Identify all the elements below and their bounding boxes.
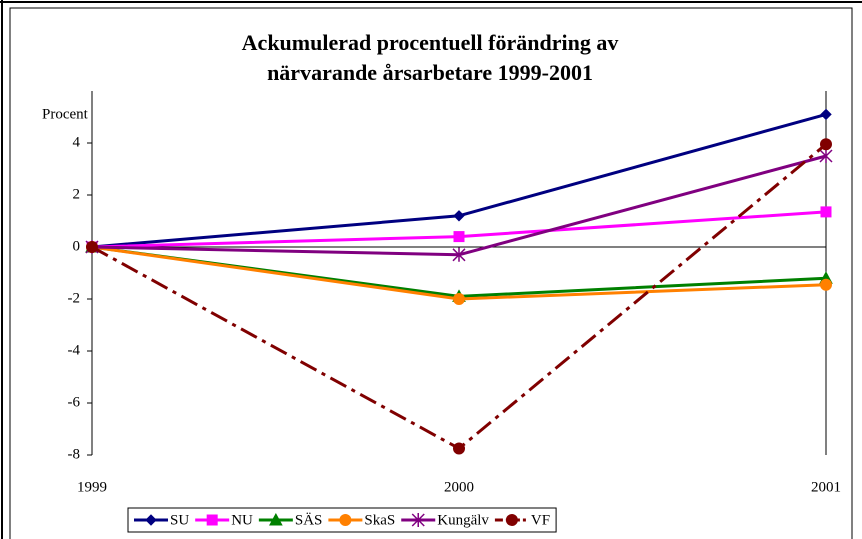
marker: [145, 514, 157, 526]
marker: [505, 514, 518, 526]
x-tick-label: 1999: [77, 479, 107, 495]
y-tick-label: 2: [73, 186, 81, 202]
marker: [453, 210, 465, 222]
chart-frame: [9, 7, 853, 539]
x-tick-label: 2001: [811, 479, 841, 495]
y-tick-label: -8: [68, 446, 81, 462]
marker: [452, 247, 466, 262]
legend-label: SÄS: [295, 511, 323, 528]
marker: [820, 138, 832, 151]
marker: [819, 149, 833, 163]
legend-label: Kungälv: [437, 512, 489, 528]
marker: [339, 514, 352, 526]
marker: [820, 108, 832, 121]
marker: [206, 514, 218, 526]
legend-label: SU: [170, 512, 189, 528]
marker: [453, 293, 465, 305]
chart-title: Ackumulerad procentuell förändring av: [242, 30, 619, 55]
legend-label: SkaS: [364, 512, 395, 528]
legend-label: NU: [231, 512, 253, 528]
y-tick-label: -4: [68, 342, 81, 358]
marker: [820, 206, 832, 218]
y-tick-label: -6: [68, 394, 81, 410]
legend-label: VF: [531, 512, 550, 528]
marker: [453, 442, 465, 455]
y-axis-label: Procent: [42, 106, 89, 122]
marker: [86, 241, 98, 253]
y-tick-label: -2: [68, 290, 81, 306]
marker: [269, 512, 283, 526]
marker: [820, 278, 832, 291]
y-tick-label: 4: [73, 134, 81, 150]
x-tick-label: 2000: [444, 479, 474, 495]
y-tick-label: 0: [73, 238, 81, 254]
chart-title: närvarande årsarbetare 1999-2001: [267, 60, 593, 85]
marker: [453, 231, 465, 243]
marker: [411, 513, 425, 527]
